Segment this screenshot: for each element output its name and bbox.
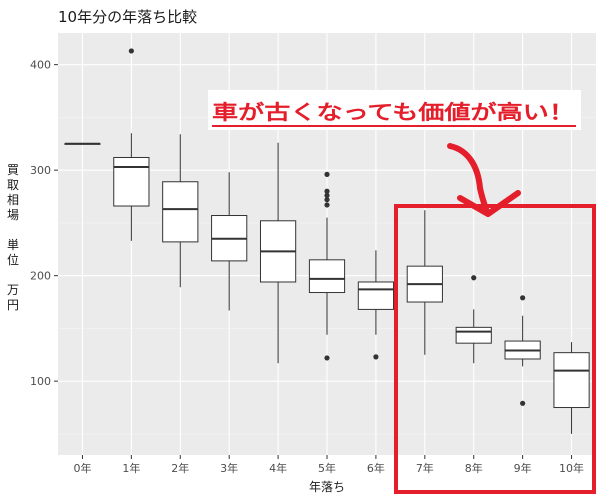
outlier-point bbox=[324, 202, 330, 208]
chart-title: 10年分の年落ち比較 bbox=[58, 8, 197, 26]
outlier-point bbox=[520, 400, 526, 406]
box-iqr bbox=[113, 156, 150, 207]
box-9年 bbox=[504, 295, 541, 406]
x-tick-label: 0年 bbox=[73, 461, 91, 475]
outlier-point bbox=[128, 48, 134, 54]
callout-background bbox=[208, 90, 581, 130]
box-2年 bbox=[162, 134, 199, 288]
x-tick-label: 9年 bbox=[514, 461, 532, 475]
box-iqr bbox=[308, 259, 346, 294]
box-6年 bbox=[357, 250, 395, 360]
x-tick-label: 3年 bbox=[220, 461, 238, 475]
x-tick-label: 8年 bbox=[465, 461, 483, 475]
x-tick-label: 1年 bbox=[122, 461, 140, 475]
outlier-point bbox=[520, 295, 526, 301]
outlier-point bbox=[324, 355, 330, 361]
box-1年 bbox=[113, 48, 150, 241]
y-axis-title-char: 単 bbox=[7, 238, 19, 252]
y-axis-title-char: 買 bbox=[7, 163, 19, 177]
x-tick-label: 6年 bbox=[367, 461, 385, 475]
box-iqr bbox=[162, 181, 199, 243]
box-8年 bbox=[455, 275, 492, 364]
callout-text: 車が古くなっても価値が高い！ bbox=[212, 100, 575, 124]
outlier-point bbox=[324, 192, 330, 199]
x-axis-ticks: 0年 1年 2年 3年 4年 5年 6年 7年 8年 9年 10年 bbox=[73, 455, 584, 475]
outlier-point bbox=[471, 275, 477, 281]
y-axis-title-char: 位 bbox=[7, 252, 19, 267]
y-axis-title-char: 相 bbox=[7, 193, 19, 207]
box-0年 bbox=[64, 142, 101, 145]
x-tick-label: 5年 bbox=[318, 461, 336, 475]
outlier-point bbox=[324, 171, 330, 177]
y-tick-label: 100 bbox=[30, 375, 51, 388]
y-tick-label: 200 bbox=[30, 270, 51, 283]
box-3年 bbox=[211, 172, 248, 311]
box-iqr bbox=[455, 326, 492, 344]
box-4年 bbox=[259, 142, 297, 364]
y-axis-title-char: 取 bbox=[7, 178, 19, 192]
highlight-rectangle bbox=[394, 204, 596, 494]
y-axis-title-char: 円 bbox=[7, 298, 19, 312]
box-iqr bbox=[553, 352, 590, 409]
x-axis-title: 年落ち bbox=[309, 480, 345, 494]
x-tick-label: 10年 bbox=[559, 461, 584, 475]
outlier-point bbox=[373, 354, 379, 360]
y-tick-label: 300 bbox=[30, 164, 51, 177]
x-tick-label: 2年 bbox=[171, 461, 189, 475]
outlier-point bbox=[324, 188, 330, 194]
hand-drawn-arrowhead bbox=[457, 190, 521, 217]
x-tick-label: 4年 bbox=[269, 461, 287, 475]
y-axis-title-char: 万 bbox=[7, 283, 19, 297]
box-10年 bbox=[553, 342, 590, 434]
y-axis-title-char: 場 bbox=[7, 208, 19, 222]
x-tick-label: 7年 bbox=[416, 461, 434, 475]
y-axis-ticks: 100 200 300 400 bbox=[30, 59, 58, 388]
box-7年 bbox=[406, 210, 443, 355]
boxplot-series bbox=[64, 48, 590, 434]
outlier-point bbox=[324, 197, 330, 203]
y-tick-label: 400 bbox=[30, 59, 51, 72]
box-iqr bbox=[357, 281, 395, 310]
box-5年 bbox=[308, 171, 346, 361]
